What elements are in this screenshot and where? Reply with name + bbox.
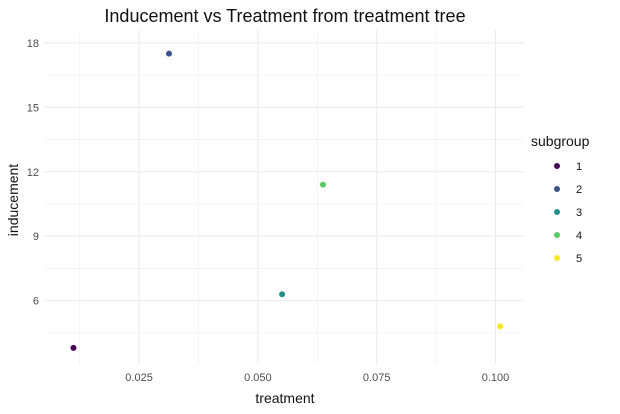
x-tick-label: 0.075 [363, 372, 391, 384]
x-tick-label: 0.025 [125, 372, 153, 384]
y-tick-label: 18 [27, 38, 39, 50]
y-axis-title: inducement [5, 164, 21, 236]
legend-label-subgroup-4: 4 [576, 230, 582, 242]
y-tick-label: 6 [33, 296, 39, 308]
x-tick-label: 0.100 [482, 372, 510, 384]
legend-key-subgroup-5 [554, 255, 560, 261]
legend-key-subgroup-2 [554, 186, 560, 192]
legend-title: subgroup [531, 133, 590, 149]
data-point-subgroup-3 [279, 291, 286, 298]
y-tick-label: 15 [27, 102, 39, 114]
data-point-subgroup-1 [70, 344, 77, 351]
legend-label-subgroup-3: 3 [576, 207, 582, 219]
legend-label-subgroup-1: 1 [576, 161, 582, 173]
legend-key-subgroup-4 [554, 232, 560, 238]
y-axis-ticks: 6 9 12 15 18 [27, 38, 39, 308]
legend-label-subgroup-2: 2 [576, 184, 582, 196]
x-axis-title: treatment [255, 390, 314, 406]
chart-title: Inducement vs Treatment from treatment t… [104, 6, 465, 26]
legend: subgroup 1 2 3 4 5 [531, 133, 590, 265]
data-point-subgroup-5 [497, 323, 504, 330]
major-gridlines [44, 30, 524, 364]
y-tick-label: 9 [33, 231, 39, 243]
data-points [70, 50, 504, 351]
x-axis-ticks: 0.025 0.050 0.075 0.100 [125, 372, 509, 384]
legend-key-subgroup-3 [554, 209, 560, 215]
data-point-subgroup-4 [319, 181, 326, 188]
legend-key-subgroup-1 [554, 163, 560, 169]
minor-gridlines [44, 30, 524, 364]
legend-label-subgroup-5: 5 [576, 253, 582, 265]
y-tick-label: 12 [27, 167, 39, 179]
x-tick-label: 0.050 [244, 372, 272, 384]
data-point-subgroup-2 [165, 50, 172, 57]
